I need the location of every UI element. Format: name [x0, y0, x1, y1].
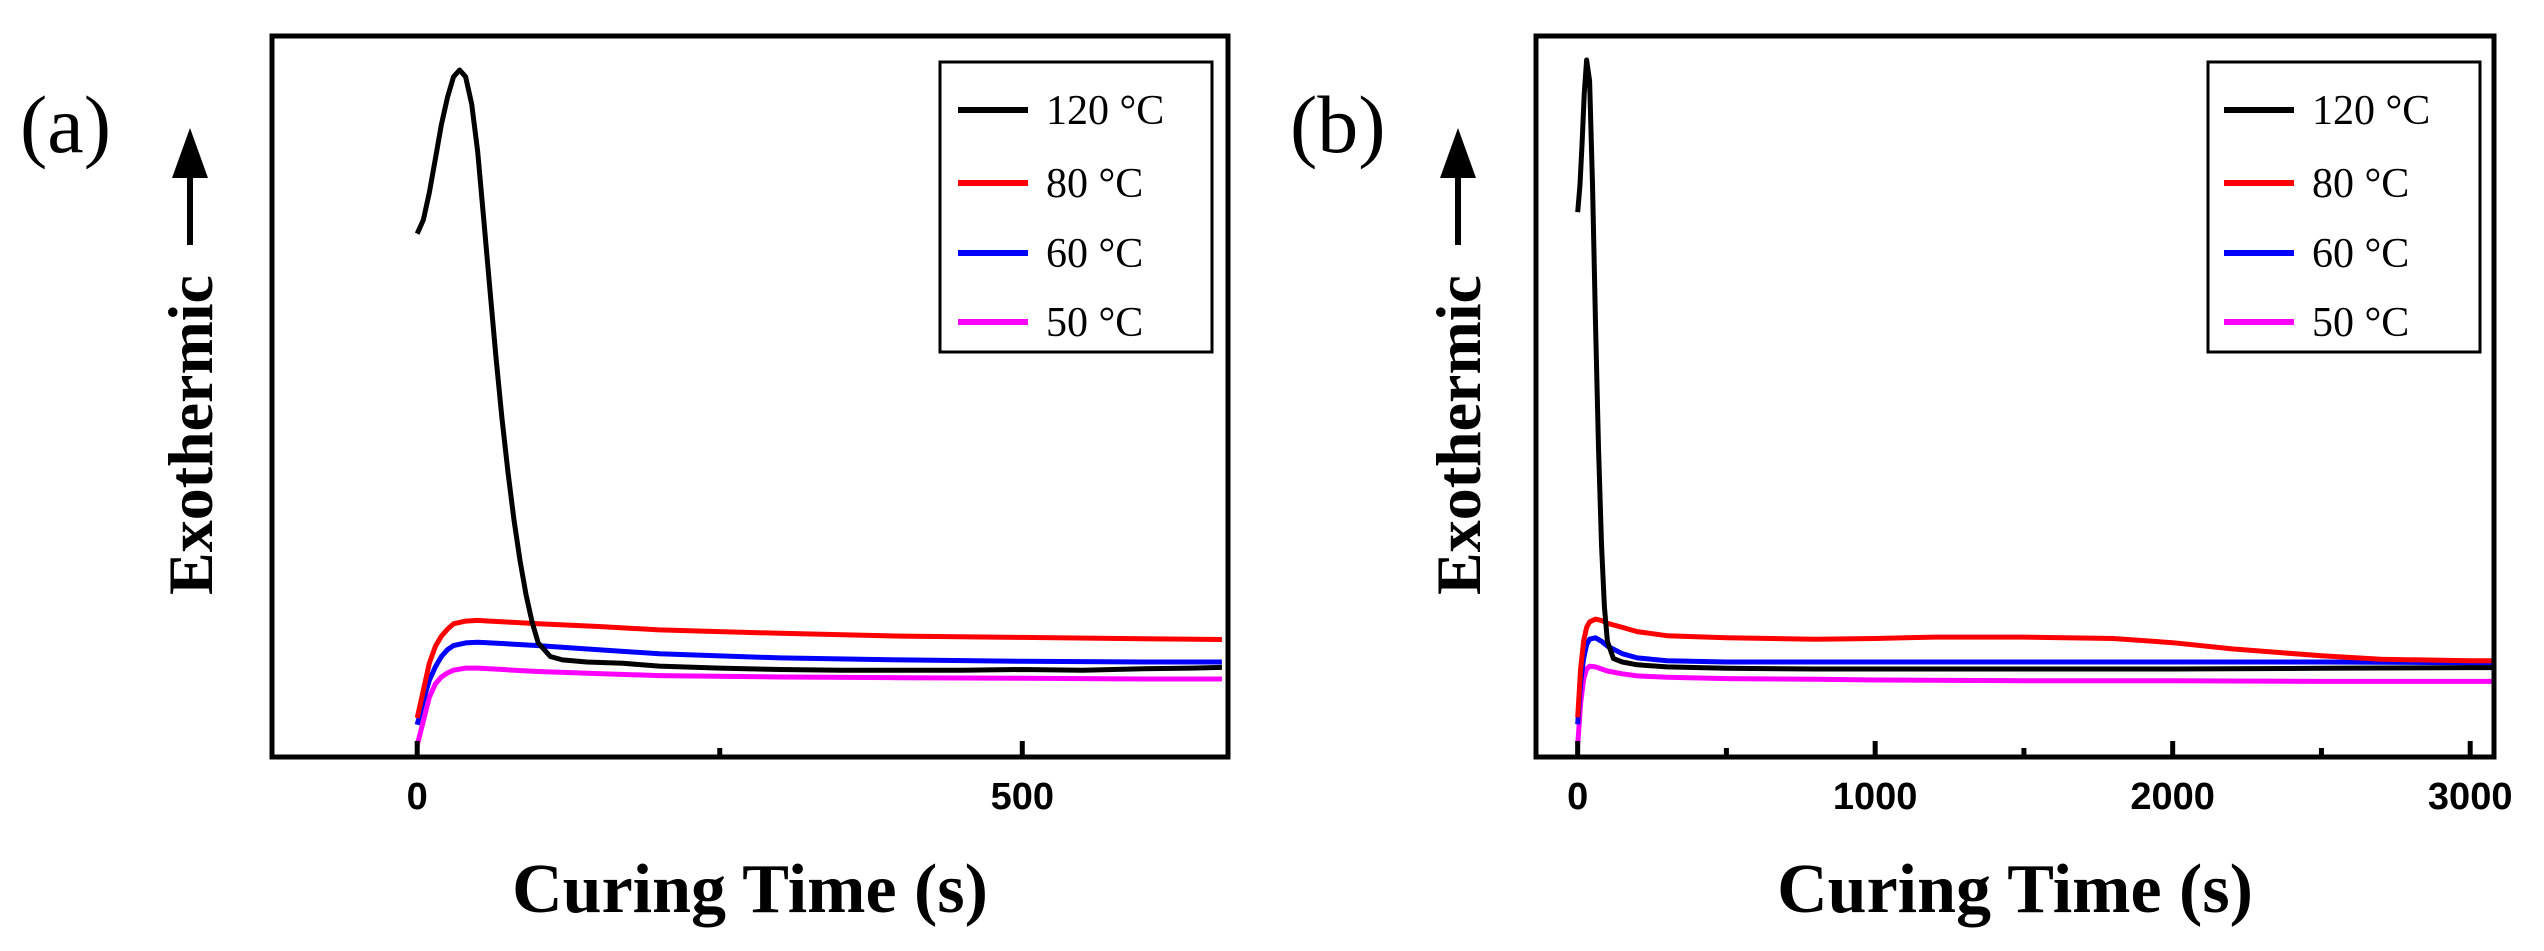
panel-a-series-80-c — [414, 617, 1222, 719]
panel-b-xtick-label-0: 0 — [1567, 776, 1588, 818]
panel-b-xtick-label-1000: 1000 — [1833, 776, 1918, 818]
panel-a-series-50-c — [414, 665, 1222, 746]
panel-b-ylabel-group: Exothermic — [1418, 128, 1498, 625]
panel-a: (a) Exothermic 0 500 Curing Time (s) 120 … — [20, 33, 1231, 928]
panel-a-series-layer — [414, 67, 1222, 746]
panel-b-label: (b) — [1290, 79, 1386, 170]
panel-b-ylabel-bg — [1418, 245, 1498, 625]
panel-a-frame — [269, 33, 1231, 760]
panel-b-legend-label-80: 80 °C — [2312, 161, 2409, 207]
panel-b: (b) Exothermic 0 1000 2000 3000 Curing Time… — [1290, 33, 2512, 928]
panel-b-legend-label-120: 120 °C — [2312, 88, 2430, 134]
panel-b-ylabel: Exothermic — [1423, 275, 1494, 595]
panel-b-frame — [1533, 33, 2497, 760]
panel-a-xtick-label-0: 0 — [407, 776, 428, 818]
panel-a-series-120-c — [414, 67, 1222, 673]
panel-b-series-120-c — [1575, 57, 2494, 672]
panel-b-xlabel: Curing Time (s) — [1777, 851, 2253, 928]
panel-b-series-80-c — [1575, 616, 2494, 718]
panel-b-ticks: 0 1000 2000 3000 — [1567, 741, 2512, 818]
panel-b-series-50-c — [1575, 663, 2494, 746]
panel-a-series-60-c — [414, 639, 1222, 726]
panel-a-ylabel-bg — [150, 245, 230, 625]
panel-a-legend-label-50: 50 °C — [1046, 300, 1143, 346]
panel-a-label: (a) — [20, 79, 111, 170]
panel-a-plot-area — [414, 67, 1222, 746]
panel-b-legend-label-60: 60 °C — [2312, 231, 2409, 277]
panel-a-xtick-label-500: 500 — [991, 776, 1054, 818]
panel-b-series-layer — [1575, 57, 2494, 746]
panel-a-legend: 120 °C 80 °C 60 °C 50 °C — [938, 60, 1214, 354]
panel-a-legend-label-60: 60 °C — [1046, 231, 1143, 277]
panel-a-ylabel-arrow-head — [172, 128, 208, 178]
panel-b-plot-area — [1575, 57, 2494, 746]
panel-a-ylabel-group: Exothermic — [150, 128, 230, 625]
panel-b-xtick-label-2000: 2000 — [2130, 776, 2215, 818]
panel-b-ylabel-arrow-head — [1440, 128, 1476, 178]
panel-b-legend-label-50: 50 °C — [2312, 300, 2409, 346]
panel-b-xtick-label-3000: 3000 — [2428, 776, 2513, 818]
panel-a-legend-label-80: 80 °C — [1046, 161, 1143, 207]
panel-a-ticks: 0 500 — [407, 741, 1054, 818]
panel-b-legend: 120 °C 80 °C 60 °C 50 °C — [2206, 60, 2482, 354]
panel-a-legend-label-120: 120 °C — [1046, 88, 1164, 134]
panel-a-xlabel: Curing Time (s) — [512, 851, 988, 928]
panel-a-ylabel: Exothermic — [155, 275, 226, 595]
panel-b-series-60-c — [1575, 635, 2494, 725]
